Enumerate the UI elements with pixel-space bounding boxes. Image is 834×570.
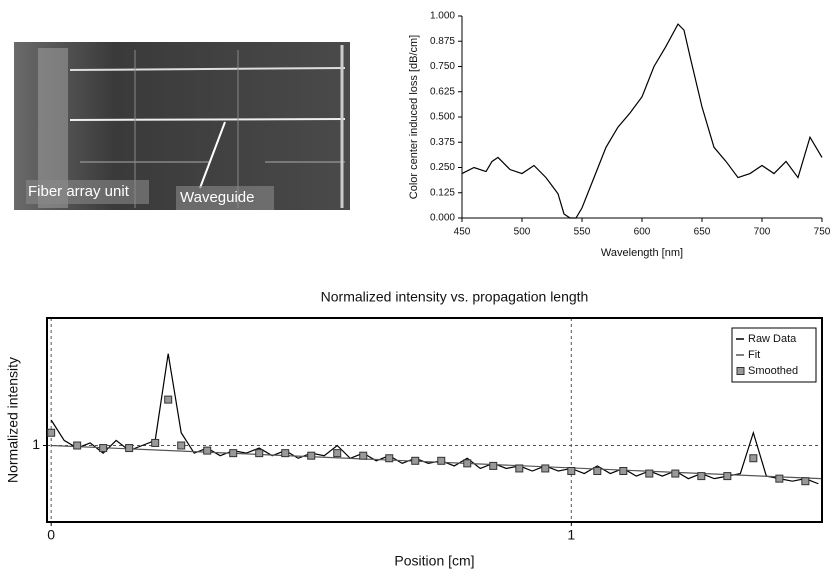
marker — [359, 451, 368, 460]
marker — [801, 477, 810, 486]
marker — [177, 441, 186, 450]
x-tick-label: 1 — [567, 527, 575, 543]
marker — [567, 467, 576, 475]
x-axis-label: Position [cm] — [394, 553, 474, 569]
plot-frame — [46, 317, 823, 523]
x-axis-label: Wavelength [nm] — [601, 247, 683, 259]
legend-box — [731, 327, 817, 383]
marker — [697, 472, 706, 481]
marker — [645, 469, 654, 478]
label-box — [176, 186, 274, 210]
y-tick-label: 0.375 — [430, 137, 455, 148]
marker — [47, 428, 56, 437]
y-tick-label: 0.875 — [430, 36, 455, 47]
x-tick-label: 650 — [694, 227, 711, 238]
x-tick-label: 500 — [514, 227, 531, 238]
photo: Fiber array unit Waveguide — [14, 42, 350, 210]
x-tick-label: 750 — [814, 227, 831, 238]
y-tick-label: 0.625 — [430, 86, 455, 97]
x-tick-label: 550 — [574, 227, 591, 238]
legend-label: Fit — [748, 349, 760, 361]
marker — [411, 456, 420, 465]
y-tick-label: 0.125 — [430, 187, 455, 198]
marker — [541, 464, 550, 473]
marker — [255, 449, 264, 458]
x-tick-label: 0 — [47, 527, 55, 543]
marker — [515, 464, 524, 473]
y-axis-label: Normalized intensity — [5, 357, 21, 483]
marker — [749, 454, 758, 463]
marker — [463, 459, 472, 468]
waveguide-line — [69, 67, 346, 71]
legend-label: Smoothed — [748, 365, 798, 377]
x-tick-label: 450 — [454, 227, 471, 238]
y-tick-label: 0.750 — [430, 61, 455, 72]
y-tick-label: 1 — [32, 436, 40, 452]
marker — [73, 441, 82, 450]
marker — [203, 446, 212, 455]
marker — [229, 449, 238, 458]
y-axis-label: Color center induced loss [dB/cm] — [408, 35, 420, 199]
marker — [307, 451, 316, 460]
y-tick-label: 0.000 — [430, 213, 455, 224]
x-tick-label: 700 — [754, 227, 771, 238]
x-tick-label: 600 — [634, 227, 651, 238]
arrow — [199, 121, 226, 189]
marker — [125, 444, 134, 453]
y-tick-label: 1.000 — [430, 11, 455, 22]
marker — [489, 461, 498, 470]
marker — [619, 467, 628, 475]
y-tick-label: 0.500 — [430, 112, 455, 123]
photo-label: Waveguide — [180, 189, 255, 206]
label-box — [26, 180, 149, 204]
waveguide-line — [69, 118, 346, 121]
marker — [151, 438, 160, 447]
marker — [723, 472, 732, 481]
marker — [99, 444, 108, 453]
marker — [333, 449, 342, 458]
marker — [164, 395, 173, 404]
legend-marker — [736, 367, 745, 375]
marker — [593, 467, 602, 475]
y-tick-label: 0.250 — [430, 162, 455, 173]
marker — [385, 454, 394, 463]
series-line — [51, 444, 821, 480]
chart-title: Normalized intensity vs. propagation len… — [321, 289, 589, 305]
series-line — [461, 23, 823, 219]
marker — [775, 474, 784, 483]
marker — [281, 449, 290, 458]
legend-label: Raw Data — [748, 333, 797, 345]
series-line — [50, 353, 819, 485]
marker — [437, 456, 446, 465]
photo-label: Fiber array unit — [28, 183, 130, 200]
marker — [671, 469, 680, 478]
